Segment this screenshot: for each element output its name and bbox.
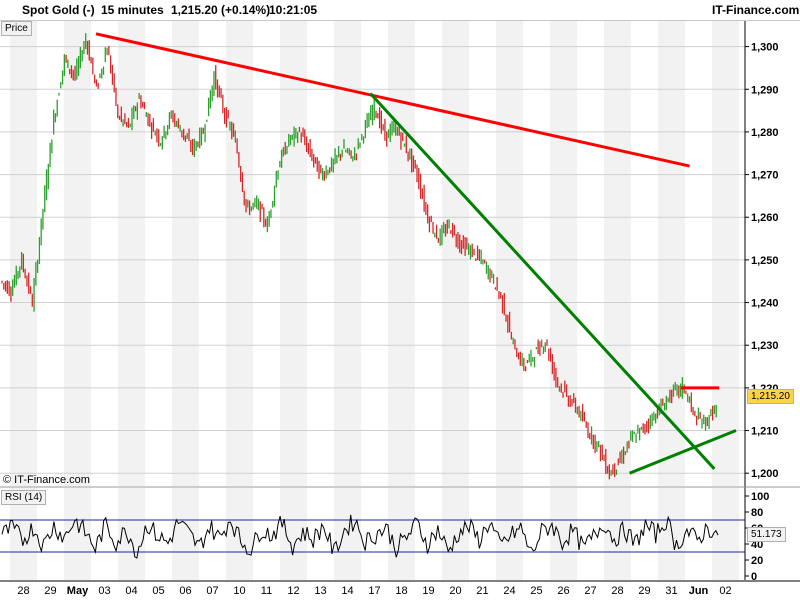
- x-tick-label: May: [67, 585, 89, 597]
- x-tick-label: 13: [314, 585, 326, 597]
- price-change: 1,215.20 (+0.14%): [171, 3, 271, 17]
- day-shade: [388, 21, 415, 486]
- price-series: [1, 33, 717, 480]
- y-tick-label: 1,270: [751, 170, 779, 182]
- x-tick-label: 29: [44, 585, 56, 597]
- interval-label: 15 minutes: [101, 3, 164, 17]
- x-tick-label: 17: [368, 585, 380, 597]
- day-shade: [658, 488, 685, 580]
- day-shade: [496, 488, 523, 580]
- day-shade: [118, 488, 145, 580]
- x-tick-label: 18: [395, 585, 407, 597]
- x-tick-label: 12: [287, 585, 299, 597]
- y-tick-label: 1,200: [751, 468, 779, 480]
- x-tick-label: 25: [530, 585, 542, 597]
- x-tick-label: 10: [233, 585, 245, 597]
- x-tick-label: 04: [125, 585, 137, 597]
- x-tick-label: 11: [261, 585, 272, 597]
- y-tick-label: 1,250: [751, 255, 779, 267]
- support-line: [629, 429, 737, 475]
- price-gridlines: [0, 46, 745, 474]
- resistance-line: [95, 32, 690, 168]
- rsi-tick-label: 0: [751, 571, 757, 583]
- rsi-tick-label: 80: [751, 507, 763, 519]
- day-shade: [280, 488, 307, 580]
- price-panel-label: Price: [1, 21, 32, 36]
- day-shade: [604, 488, 631, 580]
- day-shade: [280, 21, 307, 486]
- x-tick-label: 07: [206, 585, 218, 597]
- x-tick-label: 28: [17, 585, 29, 597]
- x-tick-label: Jun: [689, 585, 709, 597]
- x-tick-label: 05: [152, 585, 164, 597]
- rsi-tick-label: 100: [751, 491, 769, 503]
- downtrend-line: [369, 92, 716, 470]
- x-tick-label: 21: [476, 585, 488, 597]
- day-shade: [658, 21, 685, 486]
- day-shade: [118, 21, 145, 486]
- trendlines: [95, 32, 737, 475]
- chart-title-bar: Spot Gold (-) 15 minutes 1,215.20 (+0.14…: [0, 0, 800, 21]
- x-tick-label: 29: [638, 585, 650, 597]
- day-shade: [604, 21, 631, 486]
- x-tick-label: 31: [665, 585, 677, 597]
- day-shade: [712, 488, 739, 580]
- last-price-tag: 1,215.20: [747, 389, 794, 404]
- rsi-value-tag: 51.173: [747, 527, 786, 542]
- y-tick-label: 1,210: [751, 426, 779, 438]
- day-shade: [64, 488, 91, 580]
- x-tick-label: 06: [179, 585, 191, 597]
- x-tick-label: 02: [719, 585, 731, 597]
- y-tick-label: 1,280: [751, 127, 779, 139]
- rsi-tick-label: 20: [751, 555, 763, 567]
- day-shade: [172, 21, 199, 486]
- day-shade: [10, 21, 37, 486]
- x-tick-label: 03: [98, 585, 110, 597]
- day-shade: [226, 21, 253, 486]
- y-tick-label: 1,290: [751, 84, 779, 96]
- x-tick-label: 19: [422, 585, 434, 597]
- brand-name: IT-Finance.com: [712, 3, 800, 17]
- day-shade: [334, 21, 361, 486]
- day-shade: [550, 21, 577, 486]
- rsi-tick-label: 40: [751, 539, 763, 551]
- day-shade: [64, 21, 91, 486]
- x-tick-label: 28: [611, 585, 623, 597]
- instrument-name: Spot Gold (-): [22, 3, 95, 17]
- y-tick-label: 1,230: [751, 340, 779, 352]
- x-tick-label: 27: [584, 585, 596, 597]
- x-tick-label: 26: [557, 585, 569, 597]
- day-shade: [172, 488, 199, 580]
- axes: 28 29 May 03 04 05 06 07 10 11 12 13 14 17 18 19 20 21 24 2…: [0, 21, 800, 597]
- day-shade: [334, 488, 361, 580]
- rsi-panel-label: RSI (14): [1, 490, 47, 505]
- watermark: © IT-Finance.com: [3, 474, 90, 486]
- x-tick-label: 24: [503, 585, 515, 597]
- x-tick-label: 14: [341, 585, 353, 597]
- timestamp: 10:21:05: [269, 3, 318, 17]
- day-shade: [442, 488, 469, 580]
- x-tick-label: 20: [449, 585, 461, 597]
- y-tick-label: 1,260: [751, 212, 779, 224]
- rsi-line: [1, 514, 719, 559]
- y-tick-label: 1,300: [751, 42, 779, 54]
- y-tick-label: 1,240: [751, 298, 779, 310]
